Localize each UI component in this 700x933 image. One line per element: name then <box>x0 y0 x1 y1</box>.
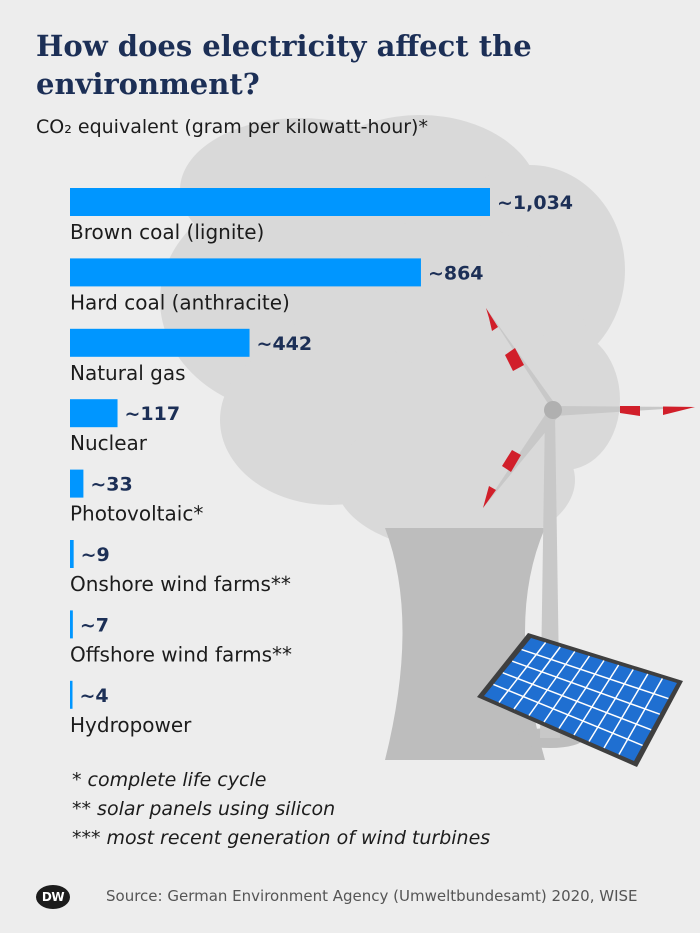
category-label: Nuclear <box>70 431 148 455</box>
category-label: Brown coal (lignite) <box>70 220 264 244</box>
category-label: Hard coal (anthracite) <box>70 290 290 314</box>
solar-panel-gridline <box>511 660 661 715</box>
footnote-2: ** solar panels using silicon <box>72 798 336 820</box>
footer: DW Source: German Environment Agency (Um… <box>36 884 676 912</box>
category-label: Offshore wind farms** <box>70 642 292 666</box>
bar <box>70 610 73 639</box>
bar <box>70 258 421 287</box>
solar-panel-gridline <box>543 655 591 723</box>
value-label: ~9 <box>81 544 110 566</box>
solar-panel-gridline <box>558 660 605 729</box>
footnote-3: *** most recent generation of wind turbi… <box>72 827 491 849</box>
value-label: ~117 <box>125 403 181 425</box>
solar-panel-gridline <box>502 672 652 731</box>
solar-panel-gridline <box>513 646 561 710</box>
solar-panel-gridline <box>521 648 669 700</box>
bar <box>70 328 250 357</box>
footnotes: * complete life cycle ** solar panels us… <box>72 766 490 853</box>
solar-panel-gridline <box>618 678 664 755</box>
solar-panel-gridline <box>588 669 634 742</box>
category-label: Onshore wind farms** <box>70 572 291 596</box>
bar <box>70 399 118 428</box>
category-label: Hydropower <box>70 713 192 737</box>
solar-panel-gridline <box>573 664 620 736</box>
solar-panel-gridline <box>528 651 576 716</box>
category-label: Photovoltaic* <box>70 502 203 526</box>
bar <box>70 540 74 568</box>
bar <box>70 188 490 216</box>
value-label: ~1,034 <box>497 192 573 214</box>
value-label: ~4 <box>80 685 109 707</box>
chart-subtitle: CO₂ equivalent (gram per kilowatt-hour)* <box>36 116 428 138</box>
source-text: Source: German Environment Agency (Umwel… <box>106 887 638 905</box>
bar <box>70 680 73 709</box>
dw-logo: DW <box>36 885 70 909</box>
value-label: ~864 <box>428 262 484 284</box>
footnote-1: * complete life cycle <box>72 769 267 791</box>
smoke-cloud <box>160 115 625 550</box>
value-label: ~7 <box>80 614 109 636</box>
solar-panel-gridline <box>498 642 547 703</box>
bar <box>70 469 84 498</box>
solar-panel-gridline <box>493 683 643 747</box>
solar-panel <box>477 633 683 767</box>
category-label: Natural gas <box>70 361 186 385</box>
chart-title: How does electricity affect the environm… <box>36 29 532 101</box>
bar-chart: ~1,034 Brown coal (lignite) ~864 Hard coal … <box>70 188 573 737</box>
solar-panel-gridline <box>603 673 649 749</box>
value-label: ~442 <box>257 333 313 355</box>
value-label: ~33 <box>90 474 132 496</box>
